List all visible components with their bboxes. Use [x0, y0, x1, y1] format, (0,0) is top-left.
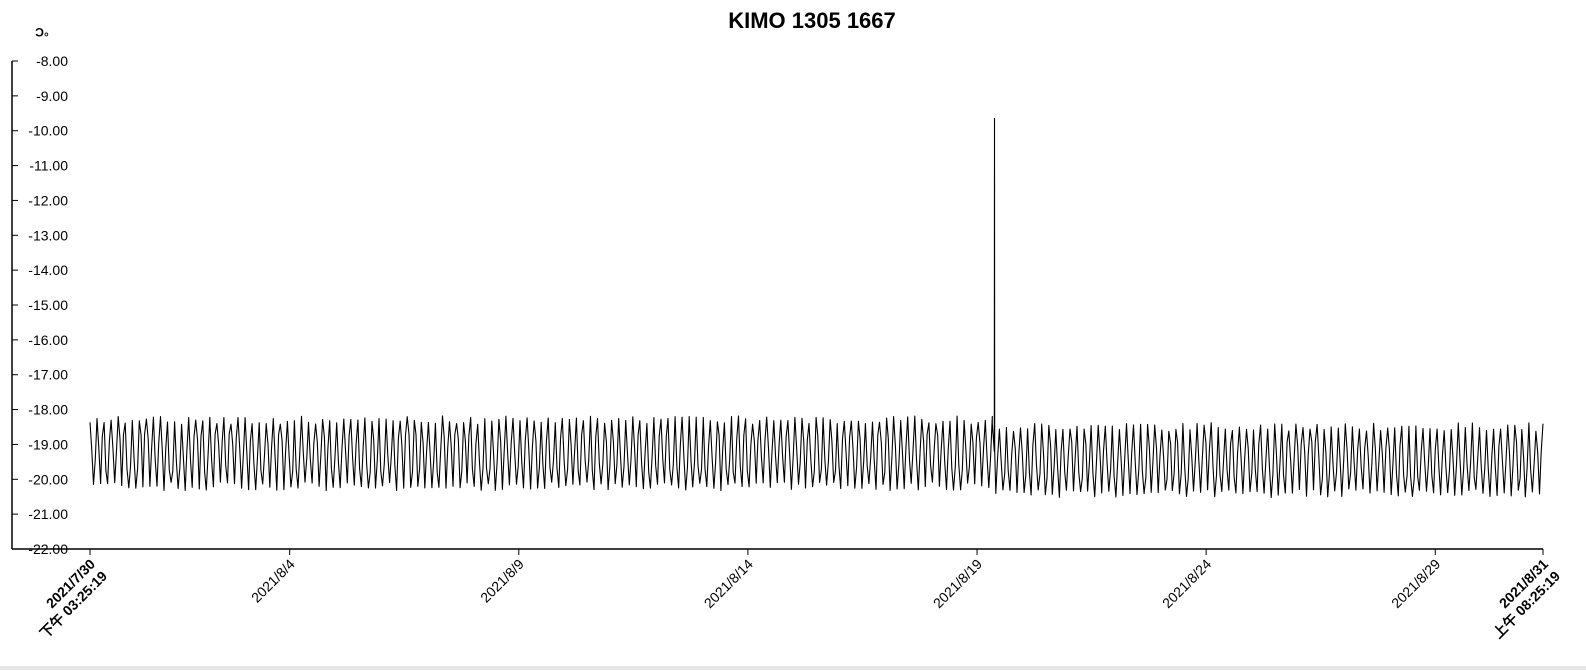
x-tick-label-group: 2021/8/19 [930, 556, 986, 612]
y-tick-label: -17.00 [28, 367, 68, 383]
y-tick-label: -21.00 [28, 506, 68, 522]
x-tick-label: 2021/8/24 [1159, 556, 1215, 612]
y-unit-label: °C [35, 25, 49, 39]
x-tick-label: 2021/8/9 [477, 556, 527, 606]
x-tick-label: 2021/8/4 [248, 556, 298, 606]
x-tick-label-group: 2021/8/9 [477, 556, 527, 606]
y-tick-label: -13.00 [28, 227, 68, 243]
x-tick-label-group: 2021/8/14 [701, 556, 757, 612]
y-tick-label: -9.00 [36, 88, 68, 104]
y-axis-ticks: -8.00 -9.00 -10.00 -11.00 -12.00 -13.00 -14.00… [12, 53, 68, 557]
y-tick-label: -10.00 [28, 123, 68, 139]
y-tick-label: -18.00 [28, 402, 68, 418]
y-tick-label: -22.00 [28, 541, 68, 557]
chart-title: KIMO 1305 1667 [728, 8, 896, 33]
x-tick-label-group: 2021/8/24 [1159, 556, 1215, 612]
x-tick-label: 2021/8/29 [1388, 556, 1444, 612]
x-tick-label: 2021/8/19 [930, 556, 986, 612]
x-tick-label: 2021/8/14 [701, 556, 757, 612]
y-tick-label: -8.00 [36, 53, 68, 69]
temperature-series-line [89, 117, 1544, 499]
y-tick-label: -14.00 [28, 262, 68, 278]
y-tick-label: -20.00 [28, 471, 68, 487]
y-tick-label: -15.00 [28, 297, 68, 313]
x-tick-label-group: 2021/8/4 [248, 556, 298, 606]
y-tick-label: -11.00 [29, 158, 68, 174]
y-tick-label: -12.00 [28, 192, 68, 208]
bottom-divider [0, 666, 1586, 670]
x-tick-label-group: 2021/8/29 [1388, 556, 1444, 612]
y-tick-label: -16.00 [28, 332, 68, 348]
series-group [89, 117, 1544, 499]
y-tick-label: -19.00 [28, 436, 68, 452]
